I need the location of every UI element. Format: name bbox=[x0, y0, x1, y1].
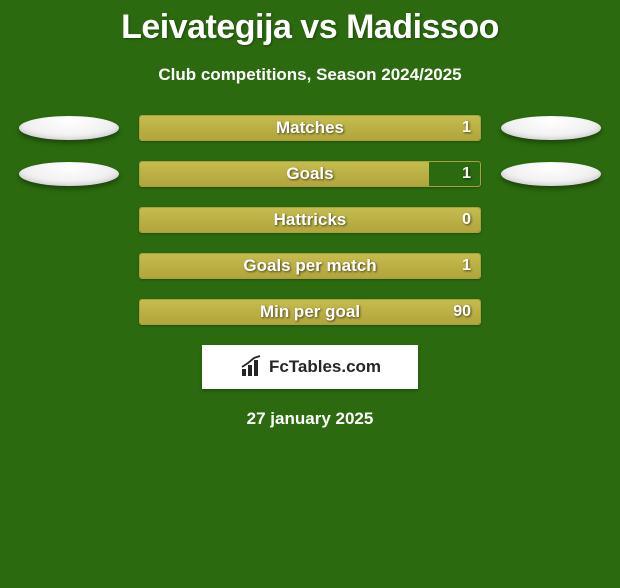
stat-bar: Min per goal 90 bbox=[139, 299, 481, 325]
stat-label: Matches bbox=[276, 118, 344, 138]
left-disc-slot bbox=[9, 162, 129, 186]
stat-row-min-per-goal: Min per goal 90 bbox=[0, 299, 620, 325]
right-disc-slot bbox=[491, 116, 611, 140]
stat-label: Hattricks bbox=[274, 210, 347, 230]
stat-bar: Hattricks 0 bbox=[139, 207, 481, 233]
subtitle: Club competitions, Season 2024/2025 bbox=[0, 65, 620, 85]
stat-value: 0 bbox=[462, 211, 471, 229]
stat-row-goals-per-match: Goals per match 1 bbox=[0, 253, 620, 279]
fctables-logo[interactable]: FcTables.com bbox=[202, 345, 418, 389]
disc-icon bbox=[19, 162, 119, 186]
stat-value: 90 bbox=[453, 303, 471, 321]
stat-value: 1 bbox=[462, 119, 471, 137]
page-title: Leivategija vs Madissoo bbox=[0, 8, 620, 47]
stat-row-matches: Matches 1 bbox=[0, 115, 620, 141]
stat-label: Goals per match bbox=[243, 256, 376, 276]
disc-icon bbox=[501, 116, 601, 140]
stats-area: Matches 1 Goals 1 Hattricks bbox=[0, 115, 620, 325]
stat-bar: Goals 1 bbox=[139, 161, 481, 187]
left-disc-slot bbox=[9, 116, 129, 140]
stat-row-goals: Goals 1 bbox=[0, 161, 620, 187]
stat-label: Min per goal bbox=[260, 302, 360, 322]
stat-value: 1 bbox=[462, 257, 471, 275]
logo-text: FcTables.com bbox=[269, 357, 381, 377]
stat-value: 1 bbox=[462, 165, 471, 183]
bar-chart-icon bbox=[239, 355, 263, 379]
bar-fill bbox=[140, 162, 429, 186]
stat-row-hattricks: Hattricks 0 bbox=[0, 207, 620, 233]
disc-icon bbox=[19, 116, 119, 140]
date-line: 27 january 2025 bbox=[0, 409, 620, 429]
stat-bar: Matches 1 bbox=[139, 115, 481, 141]
right-disc-slot bbox=[491, 162, 611, 186]
stat-bar: Goals per match 1 bbox=[139, 253, 481, 279]
stat-label: Goals bbox=[286, 164, 333, 184]
disc-icon bbox=[501, 162, 601, 186]
